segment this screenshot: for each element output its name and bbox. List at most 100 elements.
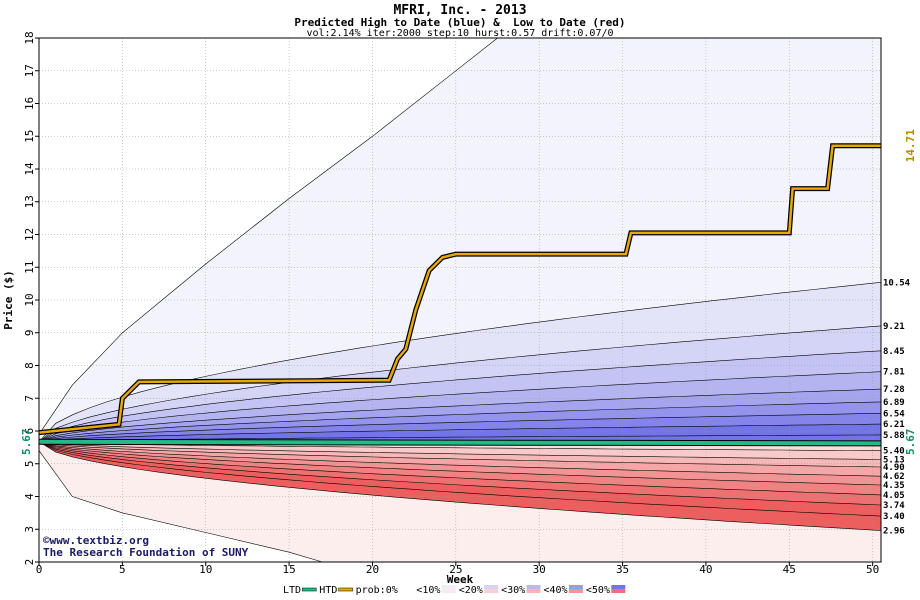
y-tick-label: 18 [23, 31, 36, 44]
high-quantile-label: 8.45 [883, 347, 905, 357]
legend-swatch-low [441, 589, 456, 593]
y-tick-label: 2 [23, 559, 36, 566]
low-quantile-label: 3.74 [883, 501, 905, 511]
y-tick-label: 10 [23, 293, 36, 306]
x-axis-label: Week [447, 573, 474, 586]
low-quantile-line [38, 441, 882, 477]
y-tick-label: 8 [23, 362, 36, 369]
low-quantile-line [38, 441, 882, 517]
legend-swatch-high [611, 585, 626, 589]
low-quantile-line [38, 441, 881, 451]
legend-item-label: prob:0% [356, 585, 398, 596]
low-band [39, 441, 881, 460]
x-tick-label: 15 [282, 563, 295, 576]
y-tick-label: 9 [23, 329, 36, 336]
x-tick-label: 30 [533, 563, 546, 576]
low-band [39, 441, 881, 467]
low-quantile-label: 4.35 [883, 481, 905, 491]
legend-item-label: HTD [319, 585, 337, 596]
current-price-label-left: 5.67 [20, 429, 33, 456]
high-quantile-line [38, 325, 882, 443]
high-quantile-label: 7.28 [883, 385, 905, 395]
quantile-labels: 5.67 5.6714.7110.549.218.457.817.286.896.… [20, 129, 917, 559]
current-price-label-right: 5.67 [904, 429, 917, 456]
high-band [39, 282, 881, 442]
x-tick-label: 50 [866, 563, 879, 576]
high-quantile-label: 6.89 [883, 398, 905, 408]
x-tick-label: 10 [199, 563, 212, 576]
legend-swatch-low [484, 589, 499, 593]
high-outer-region [39, 38, 881, 442]
y-tick-label: 13 [23, 195, 36, 208]
axes: 0 5 10 15 20 25 30 35 40 45 5023456789101112131415… [2, 31, 882, 586]
high-quantile-line [38, 423, 882, 443]
high-quantile-label: 7.81 [883, 368, 905, 378]
high-band [39, 371, 881, 442]
legend-item-label: <10% [416, 585, 440, 596]
y-tick-label: 7 [23, 395, 36, 402]
low-quantile-label: 4.05 [883, 491, 905, 501]
high-quantile-label: 6.54 [883, 409, 905, 419]
low-quantile-line [38, 441, 882, 486]
x-tick-label: 35 [616, 563, 629, 576]
low-band [39, 441, 881, 495]
legend-item-label: <30% [501, 585, 525, 596]
y-tick-label: 16 [23, 97, 36, 110]
high-quantile-label: 6.21 [883, 420, 905, 430]
low-quantile-label: 3.40 [883, 512, 905, 522]
legend-swatch [302, 587, 317, 592]
chart-title: MFRI, Inc. - 2013 [393, 3, 527, 18]
high-band [39, 389, 881, 442]
low-quantile-label: 2.96 [883, 527, 905, 537]
high-quantile-line [38, 388, 882, 443]
x-tick-label: 5 [119, 563, 126, 576]
legend-swatch-low [611, 589, 626, 593]
y-tick-label: 11 [23, 261, 36, 274]
legend-swatch-high [484, 585, 499, 589]
low-quantile-label: 4.62 [883, 472, 905, 482]
high-quantile-label: 9.21 [883, 322, 905, 332]
high-quantile-line [38, 350, 882, 443]
legend-swatch-low [568, 589, 583, 593]
htd-line [38, 144, 881, 434]
watermark-line1: ©www.textbiz.org [43, 534, 149, 547]
legend-item-label: <50% [586, 585, 610, 596]
x-tick-label: 20 [366, 563, 379, 576]
high-quantile-label: 10.54 [883, 278, 911, 288]
high-band [39, 424, 881, 442]
low-quantile-line [38, 441, 882, 531]
low-band [39, 441, 881, 517]
watermark-line2: The Research Foundation of SUNY [43, 546, 249, 559]
low-quantile-line [38, 441, 882, 468]
low-outer-region [39, 441, 881, 562]
legend-item-label: <20% [459, 585, 483, 596]
low-quantile-line [38, 441, 882, 506]
y-tick-label: 5 [23, 460, 36, 467]
upper-bound-line [38, 37, 498, 435]
high-quantile-line [38, 371, 882, 443]
y-tick-label: 12 [23, 228, 36, 241]
legend: LTD HTD prob:0% <10% <20% <30% <40% <50% [283, 585, 626, 596]
chart-params: vol:2.14% iter:2000 step:10 hurst:0.57 d… [306, 28, 614, 39]
y-tick-label: 3 [23, 526, 36, 533]
legend-swatch-high [399, 585, 414, 589]
low-band [39, 441, 881, 505]
y-tick-label: 4 [23, 493, 36, 500]
plot-area [38, 37, 882, 563]
x-tick-label: 0 [36, 563, 43, 576]
chart-subtitle: Predicted High to Date (blue) & Low to D… [294, 16, 626, 29]
x-tick-label: 25 [449, 563, 462, 576]
legend-item-label: <40% [544, 585, 568, 596]
low-band [39, 441, 881, 485]
low-quantile-label: 4.90 [883, 463, 905, 473]
legend-swatch-high [568, 585, 583, 589]
high-band [39, 325, 881, 442]
high-band [39, 413, 881, 442]
low-band [39, 441, 881, 531]
x-tick-label: 45 [783, 563, 796, 576]
high-quantile-line [38, 401, 882, 443]
legend-swatch-high [441, 585, 456, 589]
low-quantile-line [38, 441, 882, 460]
lower-bound-line [38, 450, 323, 563]
